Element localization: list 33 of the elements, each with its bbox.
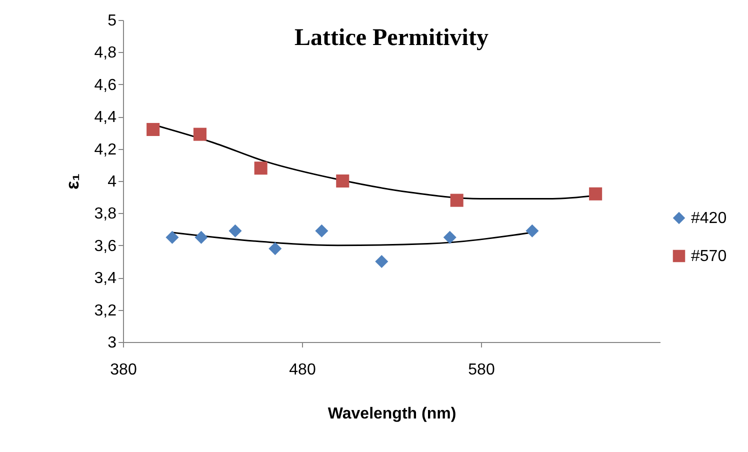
point	[375, 254, 388, 268]
point	[268, 242, 282, 256]
point	[450, 194, 464, 207]
point	[589, 187, 602, 200]
point	[146, 122, 160, 136]
y-tick-label: 3,4	[94, 270, 117, 288]
y-tick-label: 4,4	[94, 109, 117, 126]
point	[193, 128, 206, 141]
y-tick-label: 3	[108, 334, 117, 352]
y-axis-title: ε₁	[62, 174, 82, 190]
point	[254, 162, 268, 175]
chart-title: Lattice Permitivity	[294, 25, 488, 51]
y-tick-label: 4,6	[94, 76, 117, 94]
y-tick-label: 4,2	[94, 141, 117, 158]
x-tick-label: 580	[468, 362, 495, 378]
y-tick-label: 3,8	[94, 206, 117, 223]
point	[228, 224, 242, 238]
point	[526, 224, 539, 238]
legend-label: #420	[691, 210, 727, 227]
x-tick-label: 480	[289, 362, 316, 378]
point	[443, 230, 456, 244]
point	[194, 230, 208, 244]
x-tick-label: 380	[110, 362, 137, 378]
y-tick-label: 4,8	[94, 44, 117, 62]
point	[166, 230, 179, 244]
point	[336, 174, 350, 188]
x-axis-title: Wavelength (nm)	[328, 406, 456, 422]
point	[315, 224, 328, 238]
y-tick-label: 5	[108, 12, 117, 30]
y-tick-label: 4	[108, 174, 117, 190]
legend-label: #570	[691, 248, 727, 265]
y-tick-label: 3,6	[94, 238, 117, 255]
y-tick-label: 3,2	[94, 302, 117, 320]
